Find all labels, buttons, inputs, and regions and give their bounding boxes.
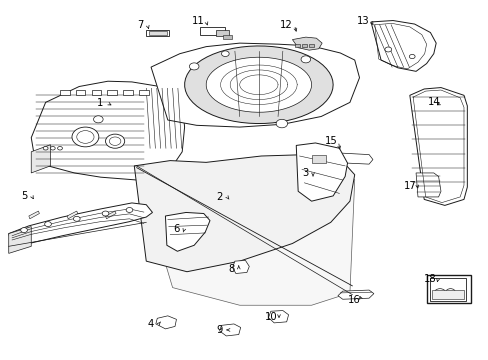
- Circle shape: [58, 147, 62, 150]
- Polygon shape: [337, 290, 373, 299]
- Circle shape: [102, 211, 109, 216]
- Polygon shape: [415, 173, 440, 197]
- Circle shape: [43, 147, 48, 150]
- Bar: [123, 90, 133, 95]
- Circle shape: [408, 54, 414, 59]
- Bar: [200, 27, 225, 35]
- Circle shape: [93, 116, 103, 123]
- Polygon shape: [156, 316, 176, 329]
- Bar: [426, 275, 470, 303]
- Text: 1: 1: [97, 98, 103, 108]
- Text: 13: 13: [356, 16, 369, 26]
- Polygon shape: [67, 211, 78, 219]
- Text: 12: 12: [280, 20, 292, 30]
- Bar: [146, 30, 169, 36]
- Polygon shape: [151, 43, 359, 127]
- Polygon shape: [296, 143, 347, 201]
- Text: 10: 10: [264, 312, 277, 322]
- Bar: [294, 44, 299, 47]
- Polygon shape: [268, 311, 288, 323]
- Polygon shape: [312, 152, 372, 164]
- Bar: [148, 31, 166, 35]
- Circle shape: [109, 137, 121, 145]
- Text: 3: 3: [302, 168, 308, 178]
- Bar: [431, 291, 463, 299]
- Polygon shape: [134, 154, 354, 272]
- Circle shape: [189, 63, 199, 70]
- Text: 14: 14: [427, 98, 440, 107]
- Circle shape: [44, 222, 51, 226]
- Text: 17: 17: [403, 181, 415, 192]
- Text: 8: 8: [227, 264, 234, 274]
- Polygon shape: [165, 212, 209, 251]
- Text: 15: 15: [324, 136, 336, 146]
- Polygon shape: [105, 211, 116, 219]
- Polygon shape: [370, 21, 435, 71]
- Bar: [139, 90, 148, 95]
- Bar: [223, 35, 231, 39]
- Circle shape: [384, 47, 391, 52]
- Circle shape: [276, 119, 287, 128]
- Bar: [429, 278, 466, 301]
- Bar: [302, 44, 306, 47]
- Polygon shape: [206, 57, 311, 112]
- Text: 5: 5: [21, 191, 27, 201]
- Text: 6: 6: [173, 224, 179, 234]
- Circle shape: [433, 289, 445, 297]
- Polygon shape: [219, 324, 240, 336]
- Circle shape: [50, 147, 55, 150]
- Bar: [215, 30, 229, 36]
- Polygon shape: [9, 226, 31, 253]
- Bar: [107, 90, 117, 95]
- Text: 9: 9: [216, 325, 223, 335]
- Circle shape: [126, 207, 133, 212]
- Circle shape: [77, 131, 94, 143]
- Text: 16: 16: [346, 295, 359, 305]
- Polygon shape: [184, 46, 332, 123]
- Text: 18: 18: [423, 274, 436, 284]
- Bar: [91, 90, 101, 95]
- Bar: [60, 90, 69, 95]
- Circle shape: [445, 289, 454, 296]
- Polygon shape: [409, 87, 467, 206]
- Text: 7: 7: [137, 21, 143, 31]
- Bar: [308, 44, 313, 47]
- Text: 11: 11: [192, 16, 204, 26]
- Circle shape: [301, 56, 310, 63]
- Polygon shape: [232, 260, 249, 274]
- Text: 4: 4: [148, 319, 154, 329]
- Polygon shape: [31, 145, 50, 173]
- Polygon shape: [9, 203, 152, 246]
- Bar: [311, 155, 325, 163]
- Circle shape: [105, 134, 124, 148]
- Polygon shape: [134, 159, 354, 305]
- Polygon shape: [292, 37, 322, 50]
- Circle shape: [221, 51, 229, 57]
- Bar: [76, 90, 85, 95]
- Polygon shape: [31, 81, 184, 180]
- Circle shape: [20, 228, 27, 233]
- Circle shape: [73, 216, 80, 221]
- Circle shape: [72, 127, 99, 147]
- Text: 2: 2: [216, 192, 223, 202]
- Polygon shape: [29, 211, 40, 219]
